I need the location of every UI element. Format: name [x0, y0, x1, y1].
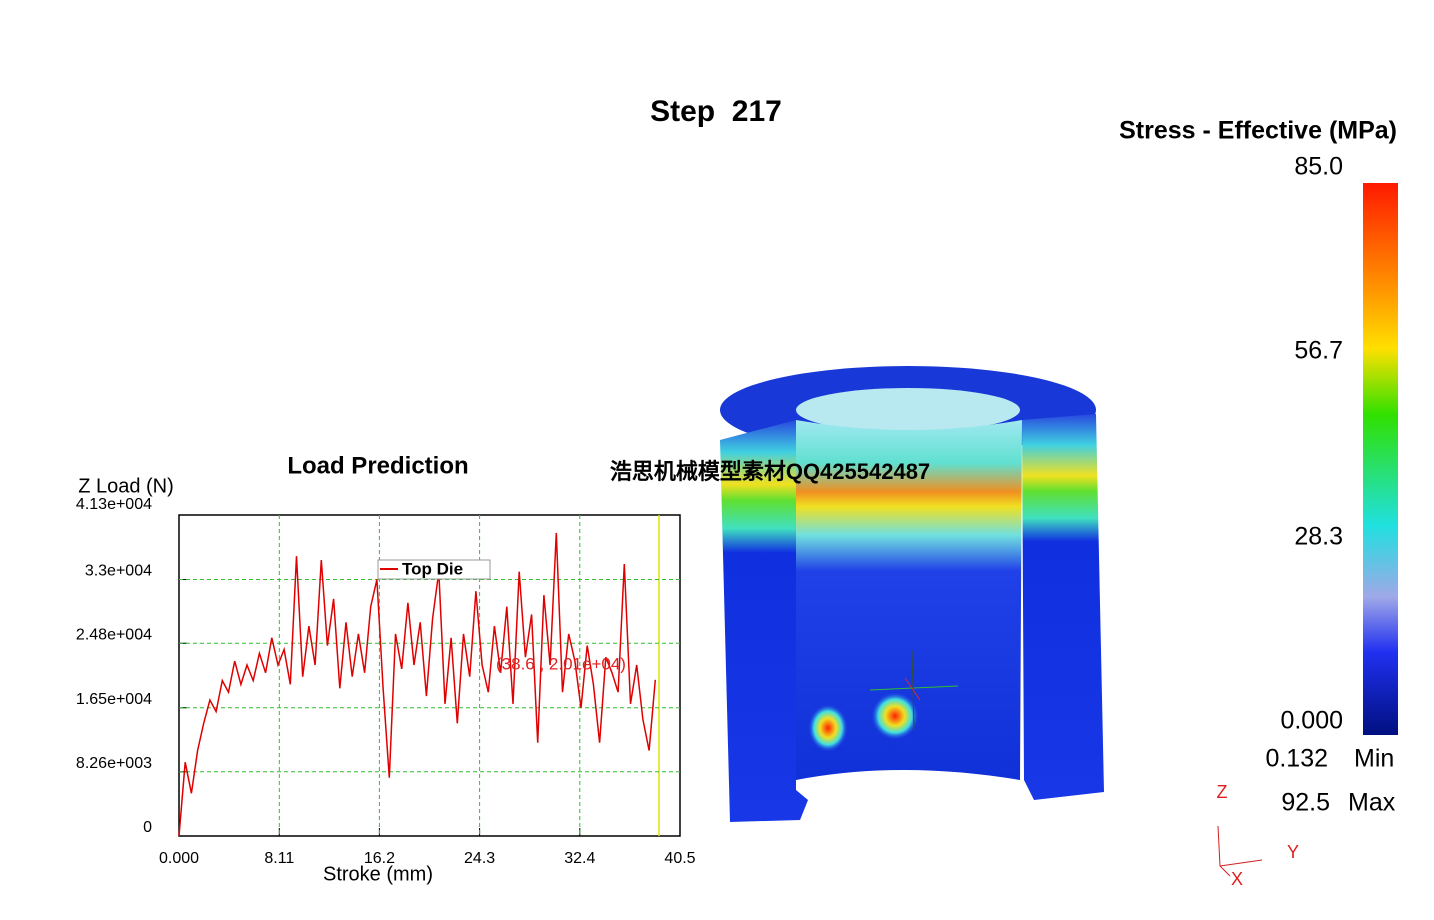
legend-tick: 0.000 [1280, 707, 1343, 735]
plot-frame [178, 514, 681, 837]
x-tick-label: 40.5 [664, 850, 695, 867]
color-bar [1363, 183, 1398, 735]
x-tick-label: 8.11 [264, 850, 294, 867]
legend-box [377, 559, 491, 580]
max-label: Max [1348, 789, 1396, 817]
x-axis-label: Stroke (mm) [323, 863, 433, 885]
legend-tick: 85.0 [1294, 153, 1343, 181]
x-tick-label: 24.3 [464, 850, 495, 867]
y-tick-label: 4.13e+004 [76, 496, 152, 513]
max-value: 92.5 [1281, 789, 1330, 817]
step-title: Step 217 [650, 95, 782, 128]
color-legend: Stress - Effective (MPa) 85.0 56.7 28.3 … [1119, 117, 1398, 817]
annotation: (38.6 , 2.01e+04) [496, 654, 626, 673]
x-tick-label: 0.000 [159, 850, 199, 867]
y-tick-label: 2.48e+004 [76, 626, 152, 643]
axis-y: Y [1287, 842, 1299, 862]
y-tick-label: 3.3e+004 [85, 563, 152, 580]
x-tick-label: 32.4 [564, 850, 595, 867]
legend-tick: 56.7 [1294, 337, 1343, 365]
load-line [178, 532, 657, 837]
y-axis-label: Z Load (N) [78, 475, 174, 497]
chart-title: Load Prediction [287, 452, 468, 479]
load-chart: Load Prediction Z Load (N) Stroke (mm) 0… [76, 452, 696, 885]
axis-z: Z [1217, 782, 1228, 802]
model [720, 366, 1104, 822]
legend-title: Stress - Effective (MPa) [1119, 117, 1397, 145]
legend-label: Top Die [402, 559, 463, 578]
watermark: 浩思机械模型素材QQ425542487 [610, 459, 930, 484]
x-tick-label: 16.2 [364, 850, 395, 867]
y-tick-label: 0 [143, 819, 152, 836]
axis-triad: Z Y X [1217, 782, 1300, 889]
y-tick-label: 1.65e+004 [76, 691, 152, 708]
min-value: 0.132 [1265, 745, 1328, 773]
legend-tick: 28.3 [1294, 523, 1343, 551]
y-tick-label: 8.26e+003 [76, 755, 152, 772]
axis-x: X [1231, 869, 1243, 889]
min-label: Min [1354, 745, 1394, 773]
